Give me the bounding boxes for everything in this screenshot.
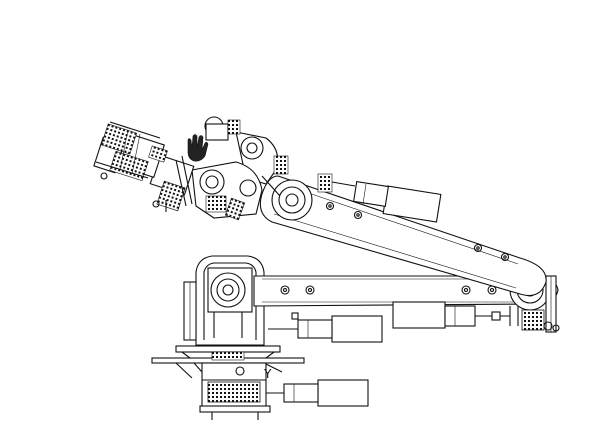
y-axis-label: Y bbox=[263, 367, 272, 381]
lower-servo-motor-mid bbox=[268, 312, 383, 343]
turntable-base: Y bbox=[151, 345, 305, 420]
hand-icon bbox=[187, 134, 209, 162]
upper-shoulder-joint bbox=[271, 179, 313, 221]
upper-servo-motor bbox=[317, 173, 442, 223]
upper-arm-link bbox=[259, 175, 547, 297]
lower-servo-motor-right bbox=[392, 301, 510, 329]
lower-base-tower bbox=[183, 255, 265, 346]
gripper-assembly bbox=[93, 121, 195, 212]
wrist-housing bbox=[191, 116, 289, 221]
base-servo-motor bbox=[266, 379, 369, 407]
